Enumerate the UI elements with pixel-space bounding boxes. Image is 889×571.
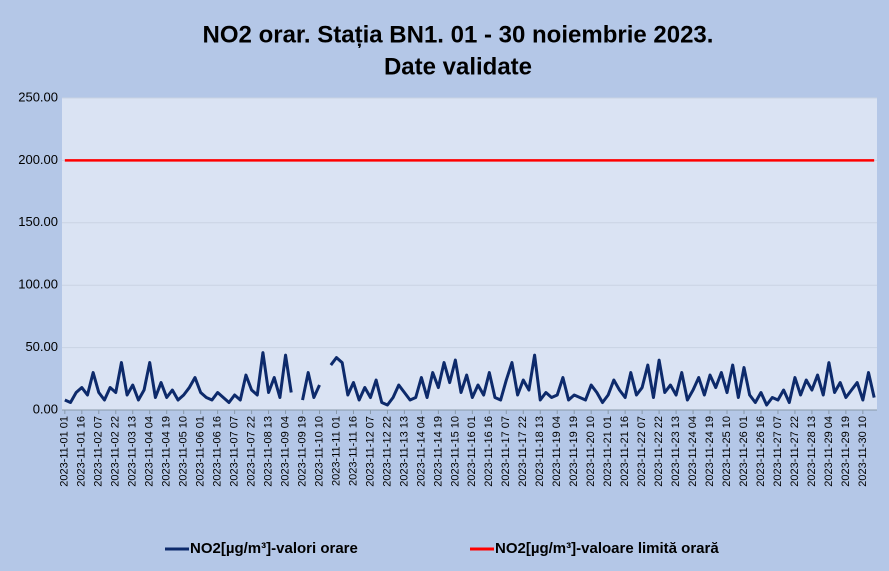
y-tick-label: 0.00 xyxy=(33,401,58,416)
x-tick-label: 2023-11-09 19 xyxy=(296,416,308,487)
x-tick-label: 2023-11-11 01 xyxy=(330,416,342,486)
x-tick-label: 2023-11-03 13 xyxy=(127,416,139,487)
x-tick-label: 2023-11-17 22 xyxy=(517,416,529,487)
plot-area xyxy=(62,98,877,410)
x-tick-label: 2023-11-11 16 xyxy=(347,416,359,486)
x-tick-label: 2023-11-19 19 xyxy=(568,416,580,487)
x-tick-label: 2023-11-20 10 xyxy=(585,416,597,487)
x-tick-label: 2023-11-13 13 xyxy=(398,416,410,487)
x-tick-label: 2023-11-12 07 xyxy=(364,416,376,487)
x-tick-label: 2023-11-27 22 xyxy=(789,416,801,487)
y-tick-label: 150.00 xyxy=(18,214,58,229)
x-tick-label: 2023-11-19 04 xyxy=(551,416,563,487)
x-tick-label: 2023-11-15 10 xyxy=(449,416,461,487)
legend-label: NO2[µg/m³]-valoare limită orară xyxy=(495,540,719,557)
x-tick-label: 2023-11-14 04 xyxy=(415,416,427,487)
x-tick-label: 2023-11-25 10 xyxy=(721,416,733,487)
x-tick-label: 2023-11-27 07 xyxy=(772,416,784,487)
x-tick-label: 2023-11-17 07 xyxy=(500,416,512,487)
x-tick-label: 2023-11-24 19 xyxy=(704,416,716,487)
x-tick-label: 2023-11-30 10 xyxy=(857,416,869,487)
x-tick-label: 2023-11-21 16 xyxy=(619,416,631,487)
x-tick-label: 2023-11-02 07 xyxy=(93,416,105,487)
x-tick-label: 2023-11-10 10 xyxy=(313,416,325,487)
x-tick-label: 2023-11-21 01 xyxy=(602,416,614,487)
x-tick-label: 2023-11-23 13 xyxy=(670,416,682,487)
x-tick-label: 2023-11-16 16 xyxy=(483,416,495,487)
chart-title: NO2 orar. Stația BN1. 01 - 30 noiembrie … xyxy=(203,21,714,48)
y-tick-label: 200.00 xyxy=(18,152,58,167)
x-tick-label: 2023-11-16 01 xyxy=(466,416,478,487)
x-tick-label: 2023-11-05 10 xyxy=(178,416,190,487)
y-tick-label: 250.00 xyxy=(18,89,58,104)
x-tick-label: 2023-11-12 22 xyxy=(381,416,393,487)
x-tick-label: 2023-11-07 07 xyxy=(229,416,241,487)
x-tick-label: 2023-11-26 16 xyxy=(755,416,767,487)
data-line xyxy=(64,351,876,407)
x-tick-label: 2023-11-22 07 xyxy=(636,416,648,487)
x-tick-label: 2023-11-08 13 xyxy=(262,416,274,487)
y-tick-label: 50.00 xyxy=(25,339,58,354)
x-tick-label: 2023-11-06 16 xyxy=(212,416,224,487)
x-tick-label: 2023-11-18 13 xyxy=(534,416,546,487)
x-tick-label: 2023-11-29 19 xyxy=(840,416,852,487)
x-tick-label: 2023-11-04 19 xyxy=(161,416,173,487)
x-tick-label: 2023-11-01 16 xyxy=(76,416,88,487)
x-tick-label: 2023-11-14 19 xyxy=(432,416,444,487)
chart-title: Date validate xyxy=(384,53,532,80)
x-tick-label: 2023-11-28 13 xyxy=(806,416,818,487)
x-tick-label: 2023-11-06 01 xyxy=(195,416,207,487)
x-tick-label: 2023-11-07 22 xyxy=(246,416,258,487)
legend-label: NO2[µg/m³]-valori orare xyxy=(190,540,358,557)
x-tick-label: 2023-11-02 22 xyxy=(110,416,122,487)
x-tick-label: 2023-11-26 01 xyxy=(738,416,750,487)
x-tick-label: 2023-11-29 04 xyxy=(823,416,835,487)
x-tick-label: 2023-11-09 04 xyxy=(279,416,291,487)
x-tick-label: 2023-11-04 04 xyxy=(144,416,156,487)
x-tick-label: 2023-11-24 04 xyxy=(687,416,699,487)
x-tick-label: 2023-11-22 22 xyxy=(653,416,665,487)
y-tick-label: 100.00 xyxy=(18,277,58,292)
x-tick-label: 2023-11-01 01 xyxy=(59,416,71,487)
